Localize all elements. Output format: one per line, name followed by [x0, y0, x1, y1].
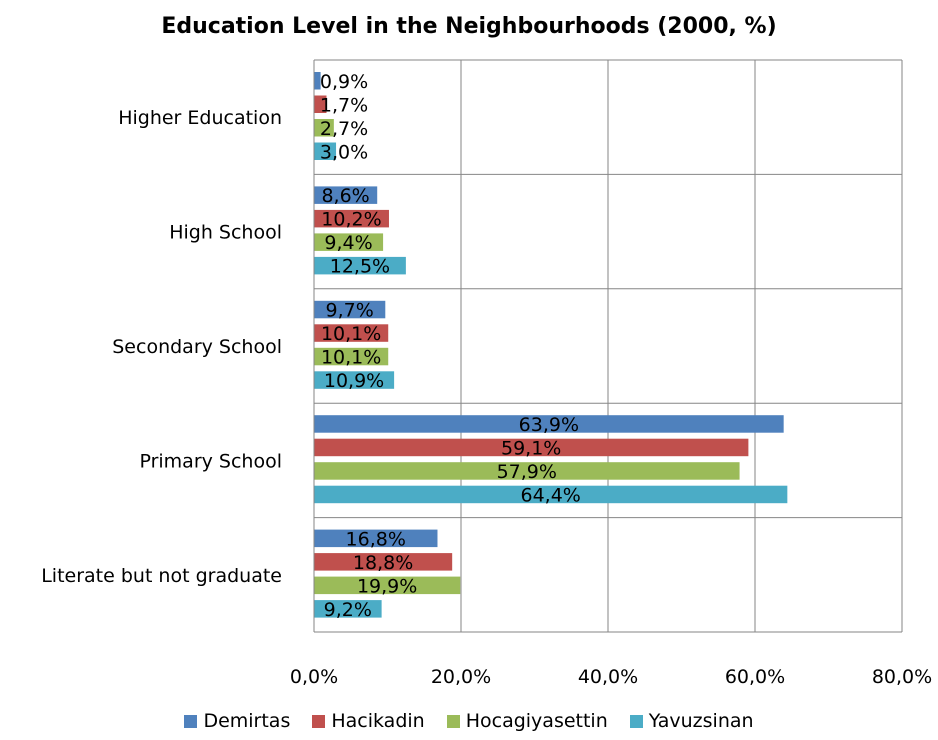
legend-swatch	[184, 714, 198, 728]
bar-hocagiyasettin	[314, 233, 384, 251]
legend-label: Yavuzsinan	[648, 710, 754, 732]
data-label: 10,9%	[324, 370, 384, 392]
legend-label: Hocagiyasettin	[465, 710, 608, 732]
bar-hacikadin	[314, 95, 327, 113]
bar-hacikadin	[314, 438, 749, 457]
data-label: 18,8%	[353, 552, 413, 574]
legend: Demirtas Hacikadin Hocagiyasettin Yavuzsina…	[0, 710, 938, 732]
legend-swatch	[446, 714, 460, 728]
data-label: 2,7%	[320, 118, 368, 140]
bar-yavuzsinan	[314, 256, 406, 275]
data-label: 64,4%	[520, 484, 580, 506]
data-label: 63,9%	[519, 414, 579, 436]
bar-demirtas	[314, 529, 438, 548]
legend-item: Hacikadin	[312, 710, 425, 732]
y-category-label: Primary School	[139, 450, 282, 472]
bar-hacikadin	[314, 324, 389, 342]
data-label: 57,9%	[497, 461, 557, 483]
data-label: 10,2%	[321, 209, 381, 231]
x-tick-label: 40,0%	[578, 666, 638, 688]
bar-demirtas	[314, 72, 321, 90]
legend-item: Yavuzsinan	[629, 710, 754, 732]
bar-hacikadin	[314, 209, 389, 228]
y-category-label: Higher Education	[118, 107, 282, 129]
y-category-label: High School	[169, 222, 282, 244]
bar-hocagiyasettin	[314, 119, 334, 137]
data-label: 59,1%	[501, 437, 561, 459]
data-label: 9,4%	[324, 232, 372, 254]
bar-yavuzsinan	[314, 142, 337, 160]
data-label: 9,7%	[326, 300, 374, 322]
data-label: 10,1%	[321, 347, 381, 369]
chart-title: Education Level in the Neighbourhoods (2…	[161, 14, 777, 39]
y-category-label: Literate but not graduate	[41, 565, 282, 587]
data-label: 1,7%	[320, 94, 368, 116]
bar-demirtas	[314, 300, 386, 319]
data-label: 10,1%	[321, 323, 381, 345]
legend-item: Hocagiyasettin	[446, 710, 608, 732]
x-tick-label: 60,0%	[725, 666, 785, 688]
bar-hocagiyasettin	[314, 347, 389, 366]
bar-hocagiyasettin	[314, 462, 740, 480]
data-label: 16,8%	[346, 528, 406, 550]
bar-yavuzsinan	[314, 485, 788, 504]
legend-swatch	[629, 714, 643, 728]
bar-demirtas	[314, 186, 378, 204]
legend-item: Demirtas	[184, 710, 290, 732]
data-label: 12,5%	[330, 256, 390, 278]
bar-demirtas	[314, 415, 784, 433]
legend-swatch	[312, 714, 326, 728]
x-tick-label: 0,0%	[290, 666, 338, 688]
data-label: 0,9%	[320, 71, 368, 93]
bar-yavuzsinan	[314, 371, 395, 389]
legend-label: Demirtas	[203, 710, 291, 732]
data-label: 3,0%	[320, 141, 368, 163]
y-category-label: Secondary School	[112, 336, 282, 358]
bar-yavuzsinan	[314, 600, 382, 618]
data-label: 19,9%	[357, 575, 417, 597]
data-label: 8,6%	[321, 185, 369, 207]
bar-hocagiyasettin	[314, 576, 461, 595]
data-label: 9,2%	[324, 599, 372, 621]
legend-label: Hacikadin	[331, 710, 425, 732]
x-tick-label: 80,0%	[872, 666, 932, 688]
bar-hacikadin	[314, 553, 453, 571]
x-tick-label: 20,0%	[431, 666, 491, 688]
